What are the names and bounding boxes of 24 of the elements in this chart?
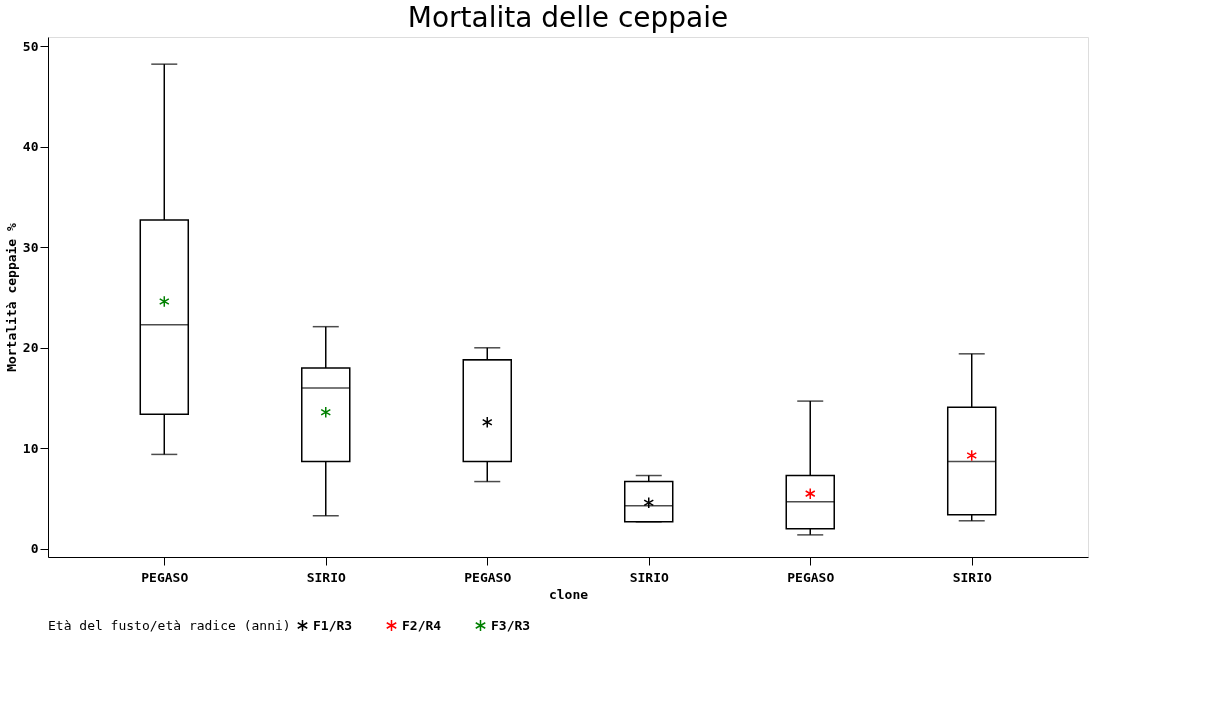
y-tick-label: 0 [30,541,39,557]
y-tick-label: 20 [22,340,39,356]
point [481,416,493,429]
y-tick-label: 40 [22,139,39,155]
y-tick-label: 50 [22,38,39,54]
y-tick-label: 10 [22,440,39,456]
legend-label: F2/R4 [402,617,442,633]
legend-title: Età del fusto/età radice (anni) [48,618,291,633]
x-tick-label: SIRIO [306,569,346,585]
x-tick-label: PEGASO [141,569,189,585]
x-tick-label: SIRIO [952,569,992,585]
y-tick-label: 30 [22,239,39,255]
chart-title: Mortalita delle ceppaie [407,1,729,34]
point [804,487,816,500]
point [158,295,170,308]
x-tick-label: SIRIO [629,569,669,585]
y-axis-title: Mortalità ceppaie % [3,222,19,372]
x-tick-label: PEGASO [464,569,512,585]
legend-label: F3/R3 [491,617,531,633]
point [320,406,332,419]
point [966,449,978,462]
x-axis-title: clone [548,586,589,602]
x-tick-label: PEGASO [787,569,835,585]
legend-label: F1/R3 [313,617,353,633]
